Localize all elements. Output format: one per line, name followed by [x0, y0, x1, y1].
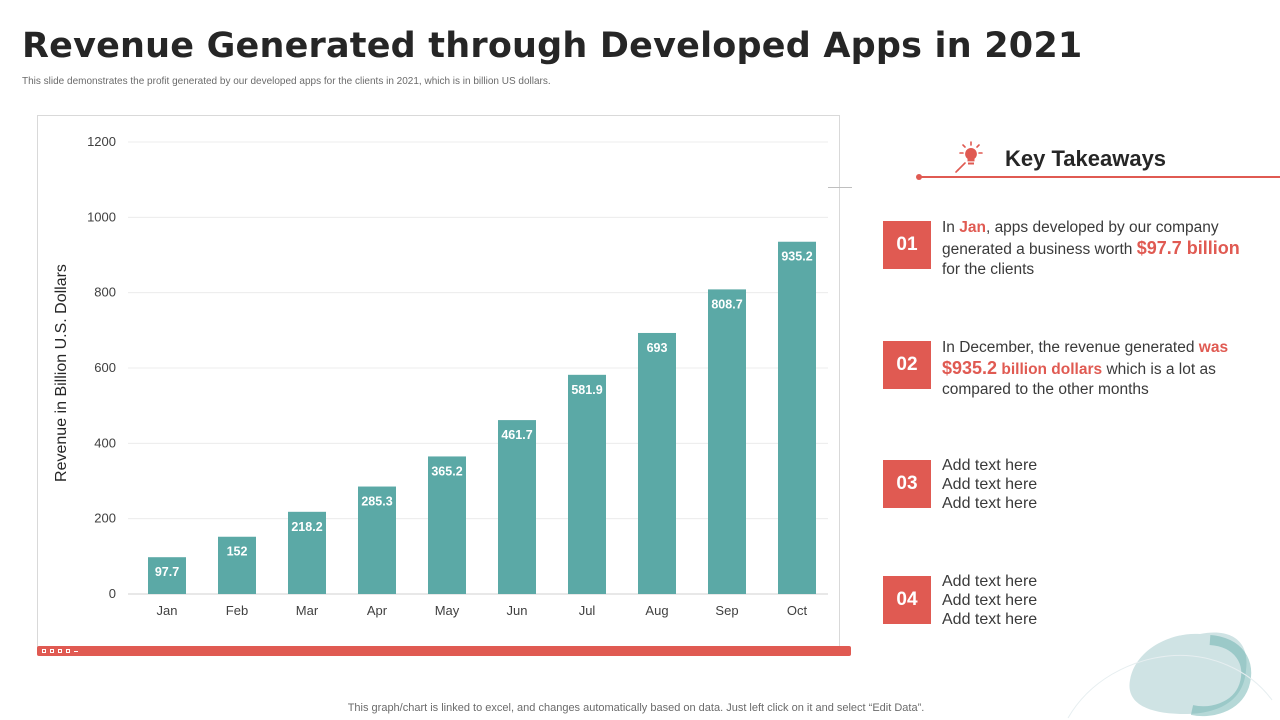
key-takeaways-header: Key Takeaways: [916, 140, 1280, 180]
takeaway-number: 03: [883, 460, 931, 508]
y-tick-label: 800: [94, 285, 116, 300]
bar: [218, 536, 256, 594]
x-tick-label: Sep: [715, 603, 738, 618]
chart-bottom-bar: [37, 646, 851, 656]
takeaway-text: Add text here Add text here Add text her…: [942, 573, 1038, 628]
bar: [358, 486, 396, 594]
y-tick-label: 0: [109, 586, 116, 601]
takeaway-text: In Jan, apps developed by our company ge…: [942, 219, 1240, 278]
takeaway-number: 01: [883, 221, 931, 269]
key-takeaways-title: Key Takeaways: [1005, 146, 1167, 171]
page-subtitle: This slide demonstrates the profit gener…: [22, 76, 551, 87]
x-tick-label: Jan: [157, 603, 178, 618]
y-tick-label: 400: [94, 435, 116, 450]
takeaway-number: 04: [883, 576, 931, 624]
x-tick-label: Jun: [507, 603, 528, 618]
y-tick-label: 200: [94, 511, 116, 526]
revenue-bar-chart[interactable]: 0 200 400 600 800 1000 1200 97.7 Jan 152 Feb 218.2 M…: [38, 116, 841, 651]
y-tick-label: 1200: [87, 134, 116, 149]
y-tick-label: 600: [94, 360, 116, 375]
data-label: 461.7: [501, 428, 532, 442]
bar: [428, 456, 466, 594]
data-label: 693: [647, 341, 668, 355]
data-label: 97.7: [155, 565, 179, 579]
decorative-blob: [1067, 632, 1273, 719]
x-tick-label: Jul: [579, 603, 596, 618]
data-label: 935.2: [781, 250, 812, 264]
takeaway-text: In December, the revenue generated was $…: [942, 339, 1229, 398]
x-tick-label: Mar: [296, 603, 319, 618]
x-tick-label: Oct: [787, 603, 808, 618]
data-label: 581.9: [571, 383, 602, 397]
bar: [288, 511, 326, 594]
data-label: 285.3: [361, 495, 392, 509]
data-label: 152: [227, 545, 248, 559]
chart-frame-divider: [828, 187, 852, 188]
x-tick-label: Feb: [226, 603, 248, 618]
page-title: Revenue Generated through Developed Apps…: [22, 26, 1083, 66]
y-axis-label: Revenue in Billion U.S. Dollars: [53, 264, 70, 482]
chart-footnote: This graph/chart is linked to excel, and…: [347, 702, 925, 714]
bar: [498, 420, 536, 594]
bar: [148, 557, 186, 594]
chart-bottom-bar-dots: [42, 649, 78, 653]
bulb-target-icon: [955, 141, 983, 173]
key-takeaways-underline: [918, 176, 1280, 178]
data-label: 808.7: [711, 297, 742, 311]
y-tick-label: 1000: [87, 209, 116, 224]
x-tick-label: Apr: [367, 603, 388, 618]
x-tick-label: May: [435, 603, 460, 618]
x-tick-label: Aug: [645, 603, 668, 618]
bar: [638, 332, 676, 594]
data-label: 365.2: [431, 464, 462, 478]
key-takeaways-dot: [916, 174, 922, 180]
takeaway-text: Add text here Add text here Add text her…: [942, 457, 1038, 512]
bar: [778, 241, 816, 594]
bar: [708, 289, 746, 594]
bar: [568, 374, 606, 594]
chart-frame[interactable]: 0 200 400 600 800 1000 1200 97.7 Jan 152 Feb 218.2 M…: [37, 115, 840, 650]
takeaway-number: 02: [883, 341, 931, 389]
data-label: 218.2: [291, 520, 322, 534]
